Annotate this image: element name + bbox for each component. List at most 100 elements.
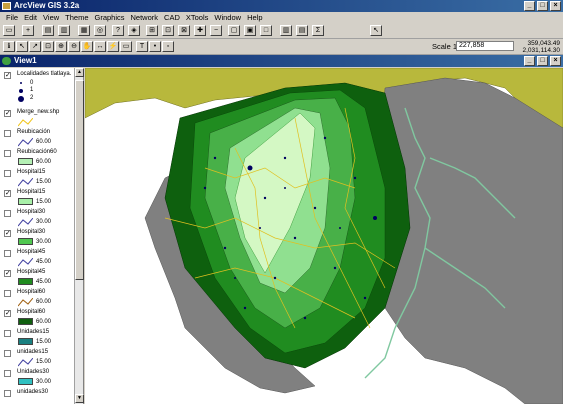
hotlink-icon[interactable]: ⚡ — [107, 41, 119, 52]
identify-icon[interactable]: ℹ — [3, 41, 15, 52]
menu-file[interactable]: File — [6, 13, 19, 22]
legend-item-reubicacion[interactable]: Reubicación 60.00 — [2, 129, 74, 150]
arcview-app-icon — [2, 2, 11, 10]
menu-network[interactable]: Network — [130, 13, 159, 22]
properties-icon[interactable]: ▤ — [42, 25, 54, 36]
scroll-up-arrow-icon[interactable]: ▲ — [75, 68, 84, 77]
legend-item-hospital30-poly[interactable]: ✓ Hospital30 30.00 — [2, 229, 74, 250]
theme-visibility-checkbox[interactable] — [4, 330, 11, 337]
legend-item-unidades15-line[interactable]: unidades15 15.00 — [2, 349, 74, 370]
find-icon[interactable]: ◎ — [94, 25, 106, 36]
theme-visibility-checkbox[interactable] — [4, 210, 11, 217]
zone-reubicacion[interactable] — [234, 112, 316, 274]
add-theme-icon[interactable]: + — [22, 25, 34, 36]
view-close-button[interactable]: × — [550, 56, 561, 66]
help-icon[interactable]: ↖ — [370, 25, 382, 36]
open-table-icon[interactable]: ▦ — [78, 25, 90, 36]
theme-visibility-checkbox[interactable] — [4, 250, 11, 257]
legend-item-unidades15-poly[interactable]: Unidades15 15.00 — [2, 329, 74, 350]
minimize-button[interactable]: _ — [524, 1, 535, 11]
clear-selection-icon[interactable]: □ — [260, 25, 272, 36]
chart-icon[interactable]: ▥ — [280, 25, 292, 36]
legend-item-label: Hospital60 — [17, 289, 46, 295]
zoom-in-tool-icon[interactable]: ⊕ — [55, 41, 67, 52]
theme-visibility-checkbox[interactable]: ✓ — [4, 270, 11, 277]
fill-swatch — [18, 158, 33, 165]
legend-item-unidades30-line[interactable]: unidades30 — [2, 389, 74, 404]
close-button[interactable]: × — [550, 1, 561, 11]
legend-item-label: Reubicación — [17, 129, 51, 135]
edit-legend-icon[interactable]: ▥ — [58, 25, 70, 36]
select-tool-icon[interactable]: ⊡ — [42, 41, 54, 52]
measure-icon[interactable]: ↔ — [94, 41, 106, 52]
legend-value: 15.00 — [36, 359, 52, 365]
coordinate-readout: 359,043.49 2,031,114.30 — [520, 40, 560, 54]
fill-swatch — [18, 238, 33, 245]
locate-icon[interactable]: ◈ — [128, 25, 140, 36]
legend-item-reubicacion60[interactable]: Reubicación60 60.00 — [2, 149, 74, 170]
theme-visibility-checkbox[interactable] — [4, 390, 11, 397]
legend-value: 15.00 — [36, 199, 52, 205]
text-tool-icon[interactable]: T — [136, 41, 148, 52]
legend-item-hospital15-poly[interactable]: ✓ Hospital15 15.00 — [2, 189, 74, 210]
menu-xtools[interactable]: XTools — [185, 13, 209, 22]
menu-cad[interactable]: CAD — [164, 13, 180, 22]
view-minimize-button[interactable]: _ — [524, 56, 535, 66]
zoom-out-icon[interactable]: − — [210, 25, 222, 36]
zoom-out-tool-icon[interactable]: ⊖ — [68, 41, 80, 52]
view-maximize-button[interactable]: □ — [537, 56, 548, 66]
menu-view[interactable]: View — [43, 13, 60, 22]
layout-icon[interactable]: ▤ — [296, 25, 308, 36]
select-features-icon[interactable]: ▣ — [244, 25, 256, 36]
theme-visibility-checkbox[interactable]: ✓ — [4, 230, 11, 237]
pan-icon[interactable]: ✋ — [81, 41, 93, 52]
menu-theme[interactable]: Theme — [65, 13, 89, 22]
menu-window[interactable]: Window — [214, 13, 242, 22]
zoom-in-icon[interactable]: ✚ — [194, 25, 206, 36]
legend-item-hospital45-poly[interactable]: ✓ Hospital45 45.00 — [2, 269, 74, 290]
menu-edit[interactable]: Edit — [24, 13, 38, 22]
legend-item-hospital30-line[interactable]: Hospital30 30.00 — [2, 209, 74, 230]
theme-visibility-checkbox[interactable] — [4, 370, 11, 377]
legend-item-hospital15-line[interactable]: Hospital15 15.00 — [2, 169, 74, 190]
menu-help[interactable]: Help — [247, 13, 263, 22]
theme-visibility-checkbox[interactable] — [4, 290, 11, 297]
save-icon[interactable]: ▭ — [3, 25, 15, 36]
map-canvas[interactable] — [85, 68, 563, 404]
theme-visibility-checkbox[interactable]: ✓ — [4, 110, 11, 117]
maximize-button[interactable]: □ — [537, 1, 548, 11]
zoom-active-icon[interactable]: ⊡ — [162, 25, 174, 36]
legend-item-hospital45-line[interactable]: Hospital45 45.00 — [2, 249, 74, 270]
scrollbar-thumb[interactable] — [75, 80, 84, 280]
sum-icon[interactable]: Σ — [312, 25, 324, 36]
zoom-previous-icon[interactable]: ▢ — [228, 25, 240, 36]
theme-visibility-checkbox[interactable] — [4, 170, 11, 177]
legend-item-unidades30-poly[interactable]: Unidades30 30.00 — [2, 369, 74, 390]
zoom-selected-icon[interactable]: ⊠ — [178, 25, 190, 36]
theme-visibility-checkbox[interactable] — [4, 350, 11, 357]
legend-item-hospital60-poly[interactable]: ✓ Hospital60 60.00 — [2, 309, 74, 330]
query-icon[interactable]: ? — [112, 25, 124, 36]
theme-visibility-checkbox[interactable] — [4, 150, 11, 157]
legend-item-localidades[interactable]: ✓ Localidades tlatlaya. 0 1 2 — [2, 71, 74, 106]
pointer-icon[interactable]: ↖ — [16, 41, 28, 52]
line-symbol — [18, 298, 33, 307]
zoom-full-icon[interactable]: ⊞ — [146, 25, 158, 36]
scroll-down-arrow-icon[interactable]: ▼ — [75, 394, 84, 403]
snap-icon[interactable]: ▫ — [162, 41, 174, 52]
coord-x: 359,043.49 — [527, 40, 560, 47]
map-svg[interactable] — [85, 68, 563, 404]
legend-item-hospital60-line[interactable]: Hospital60 60.00 — [2, 289, 74, 310]
area-select-icon[interactable]: ▭ — [120, 41, 132, 52]
theme-visibility-checkbox[interactable]: ✓ — [4, 310, 11, 317]
theme-visibility-checkbox[interactable] — [4, 130, 11, 137]
theme-visibility-checkbox[interactable]: ✓ — [4, 72, 11, 79]
legend-scrollbar[interactable]: ▲ ▼ — [74, 68, 84, 404]
menu-graphics[interactable]: Graphics — [94, 13, 125, 22]
legend-value: 30.00 — [36, 239, 52, 245]
scale-input[interactable]: 227,858 — [456, 41, 514, 51]
vertex-edit-icon[interactable]: ↗ — [29, 41, 41, 52]
theme-visibility-checkbox[interactable]: ✓ — [4, 190, 11, 197]
draw-point-icon[interactable]: • — [149, 41, 161, 52]
legend-item-merge[interactable]: ✓ Merge_new.shp — [2, 109, 74, 130]
